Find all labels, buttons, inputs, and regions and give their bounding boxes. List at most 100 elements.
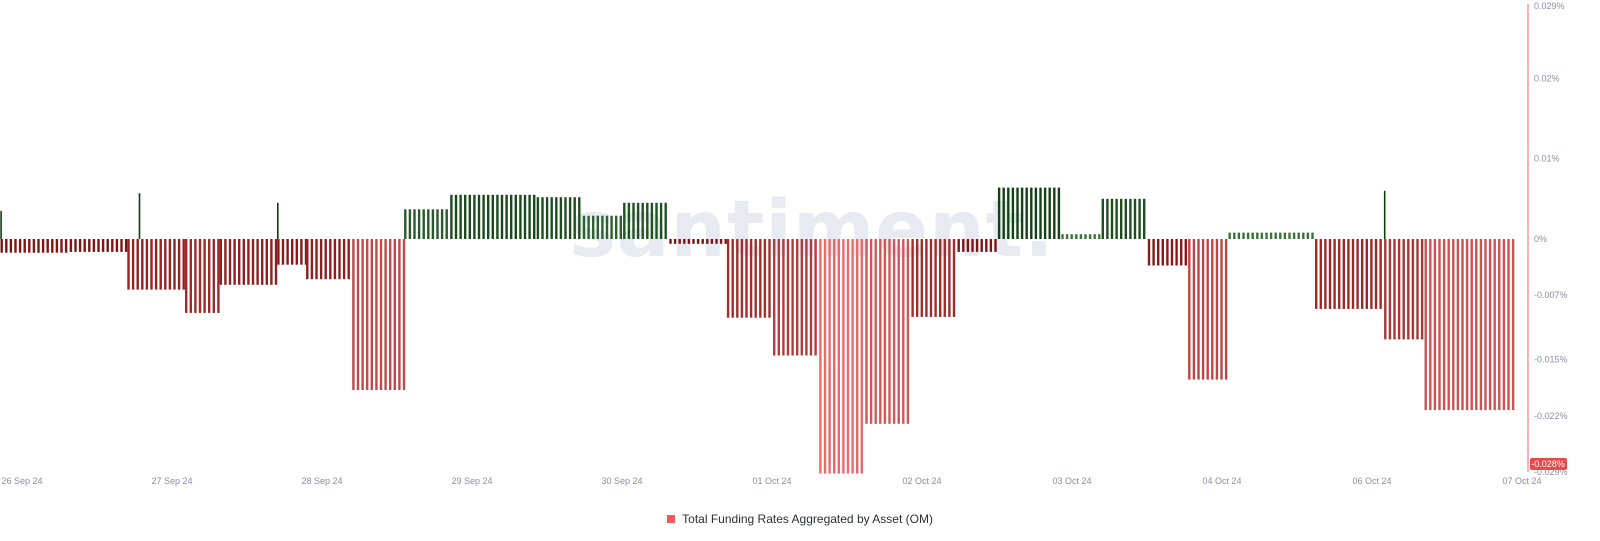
bar [482,194,485,239]
bar-segment[interactable] [911,239,956,317]
bar-segment[interactable] [1188,239,1228,380]
bar-segment[interactable] [69,239,128,252]
bar [450,194,453,239]
bar [389,239,392,390]
bar [1220,239,1223,380]
bar [669,239,672,244]
legend-label: Total Funding Rates Aggregated by Asset … [682,512,933,526]
bar [1061,234,1064,239]
bar [338,239,341,280]
bar [459,194,462,239]
bar-segment[interactable] [773,239,817,356]
bar [159,239,162,290]
bar-segment[interactable] [865,239,910,424]
bar-segment[interactable] [277,239,308,265]
bar [763,239,767,318]
bar-segment[interactable] [582,215,622,239]
bar [1424,239,1427,411]
bar [464,194,467,239]
bar [505,194,508,239]
bar [295,239,298,265]
bar [749,239,753,318]
bar [242,239,245,285]
bar [731,239,734,318]
bar-spike [1383,190,1386,239]
bar [911,239,914,317]
bar [1053,187,1056,239]
bar-segment[interactable] [1384,239,1424,340]
bar [247,239,250,285]
bar-segment[interactable] [352,239,406,390]
bar [1084,234,1087,239]
bar [1192,239,1196,380]
bar-segment[interactable] [623,202,667,239]
bar-segment[interactable] [957,239,997,252]
bar-segment[interactable] [997,187,1061,239]
bar [1356,239,1359,309]
bar [528,194,531,239]
legend-swatch [667,514,676,523]
bar [203,239,206,313]
bar-segment[interactable] [1101,198,1146,239]
bar [1246,232,1250,239]
bar-segment[interactable] [185,239,220,313]
bar-segment[interactable] [0,239,68,253]
bar [208,239,211,313]
bar [740,239,744,318]
bar [1370,239,1373,309]
x-tick-label: 06 Oct 24 [1352,476,1391,486]
bar [69,239,73,252]
bar [1129,198,1132,239]
bar [550,197,553,239]
bar [1397,239,1401,340]
bar-segment[interactable] [1315,239,1382,309]
bar [427,209,430,239]
bar-segment[interactable] [450,194,536,239]
bar-segment[interactable] [306,239,350,280]
x-tick-label: 28 Sep 24 [301,476,342,486]
chart-legend[interactable]: Total Funding Rates Aggregated by Asset … [0,512,1600,526]
bar [1365,239,1368,309]
bar [1237,232,1241,239]
bar-segment[interactable] [726,239,771,318]
bar [404,209,407,239]
bar-segment[interactable] [1061,234,1101,239]
bar-segment[interactable] [536,197,581,239]
current-value-badge: -0.028% [1530,458,1567,470]
bar [1011,187,1015,239]
bar-segment[interactable] [669,239,727,244]
bar [265,239,268,285]
bar [578,197,581,239]
x-tick-label: 29 Sep 24 [451,476,492,486]
bar-segment[interactable] [1228,232,1314,239]
y-tick-label: -0.007% [1534,290,1568,300]
current-value-label: -0.028% [1531,459,1565,469]
bar-segment[interactable] [219,239,278,285]
bar-segment[interactable] [127,239,185,290]
bar [1333,239,1336,309]
bar [454,194,458,239]
bar [1120,198,1123,239]
bar-segment[interactable] [819,239,863,474]
bar [0,239,3,253]
bar [194,239,197,313]
bar [1465,239,1469,411]
bar-segment[interactable] [1147,239,1187,266]
bar [1233,232,1236,239]
bar-segment[interactable] [1424,239,1515,411]
y-tick-label: -0.029% [1534,467,1568,477]
bar [261,239,264,285]
bar [32,239,36,253]
bar [356,239,360,390]
bar [131,239,135,290]
bar [819,239,822,474]
bar-segment[interactable] [404,209,448,239]
bar [650,202,654,239]
bar [888,239,891,424]
bar [1070,234,1073,239]
bar [1447,239,1450,411]
bar [997,187,1001,239]
bar [719,239,723,244]
bar [1034,187,1038,239]
